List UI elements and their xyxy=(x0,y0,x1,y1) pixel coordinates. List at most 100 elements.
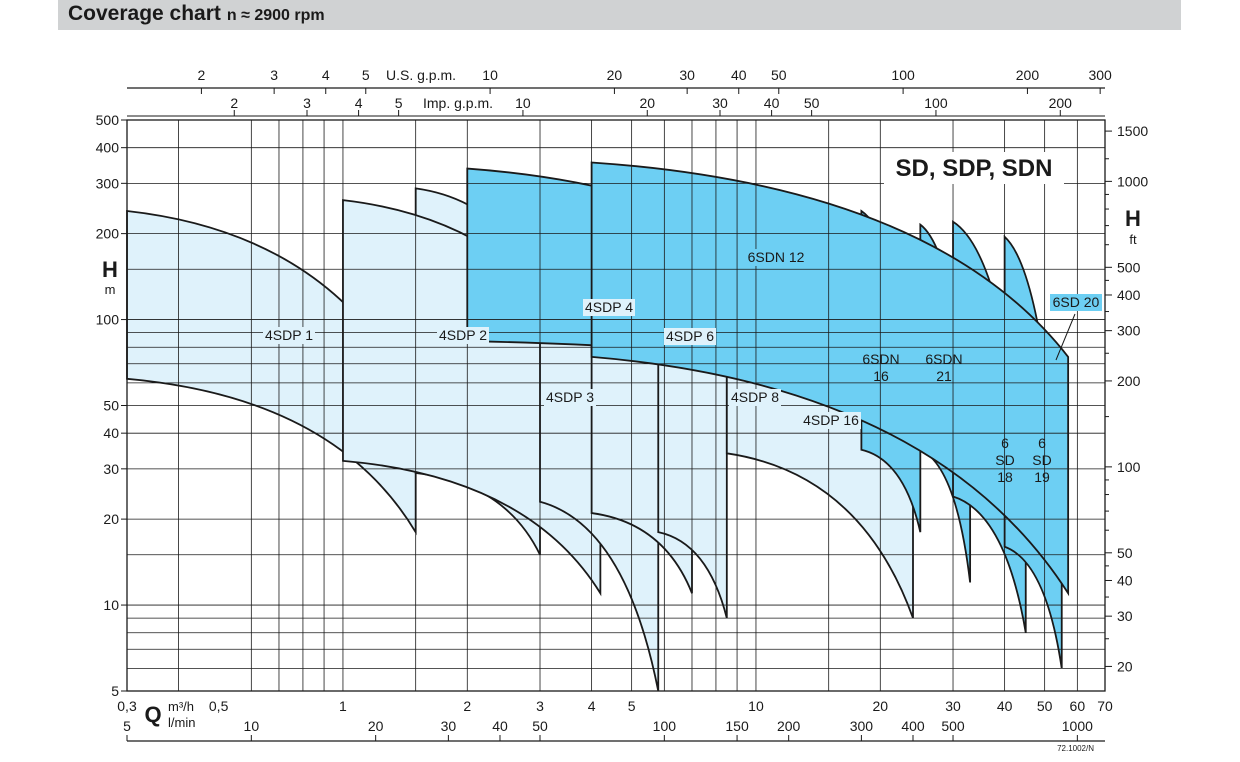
lmin-tick-label: 1000 xyxy=(1062,718,1093,734)
lmin-tick-label: 20 xyxy=(368,718,384,734)
right-tick-label: 30 xyxy=(1117,608,1133,624)
m3h-tick-label: 40 xyxy=(997,698,1013,714)
page-title: Coverage chart n ≈ 2900 rpm xyxy=(68,2,325,26)
series-label-bg xyxy=(746,249,806,266)
us-tick-label: 50 xyxy=(771,67,787,83)
imp-tick-label: 3 xyxy=(303,95,311,111)
right-tick-label: 100 xyxy=(1117,459,1141,475)
series-label-4sdp-16: 4SDP 16 xyxy=(803,412,859,428)
us-tick-label: 100 xyxy=(891,67,915,83)
right-tick-label: 50 xyxy=(1117,545,1133,561)
lmin-tick-label: 300 xyxy=(850,718,874,734)
m3h-unit: m³/h xyxy=(168,699,194,714)
series-label-bg xyxy=(263,327,315,344)
right-tick-label: 500 xyxy=(1117,259,1141,275)
imp-tick-label: 4 xyxy=(355,95,363,111)
series-label-4sdp-2: 4SDP 2 xyxy=(439,327,487,343)
left-axis-unit: m xyxy=(105,282,116,297)
series-label-bg xyxy=(801,412,861,429)
left-axis-label: H xyxy=(102,257,118,282)
imp-unit: Imp. g.p.m. xyxy=(423,95,493,111)
m3h-tick-label: 20 xyxy=(873,698,889,714)
series-label-line: 6SDN xyxy=(862,351,899,367)
m3h-tick-label: 2 xyxy=(463,698,471,714)
m3h-tick-label: 70 xyxy=(1097,698,1113,714)
left-tick-label: 5 xyxy=(111,683,119,699)
left-tick-label: 10 xyxy=(103,597,119,613)
lmin-tick-label: 10 xyxy=(244,718,260,734)
us-tick-label: 300 xyxy=(1088,67,1112,83)
us-tick-label: 20 xyxy=(607,67,623,83)
region-6sd-20 xyxy=(590,161,1070,597)
series-label-4sdp-6: 4SDP 6 xyxy=(666,328,714,344)
series-label-bg xyxy=(1050,294,1102,311)
m3h-tick-label: 0,5 xyxy=(209,698,229,714)
left-tick-label: 50 xyxy=(103,398,119,414)
series-label-line: 19 xyxy=(1034,469,1050,485)
series-label-6sdn-12: 6SDN 12 xyxy=(748,249,805,265)
series-label-line: 6 xyxy=(1038,435,1046,451)
series-label-6-sd-19: 6 SD 19 xyxy=(1032,435,1051,485)
lmin-unit: l/min xyxy=(168,715,195,730)
right-tick-label: 1500 xyxy=(1117,123,1148,139)
us-tick-label: 30 xyxy=(679,67,695,83)
lmin-tick-label: 40 xyxy=(492,718,508,734)
m3h-tick-label: 60 xyxy=(1070,698,1086,714)
imp-tick-label: 10 xyxy=(515,95,531,111)
series-label-line: 6SDN xyxy=(925,351,962,367)
right-tick-label: 400 xyxy=(1117,287,1141,303)
left-tick-label: 40 xyxy=(103,425,119,441)
label-leader-6sd20 xyxy=(1055,313,1076,361)
m3h-tick-label: 0,3 xyxy=(117,698,137,714)
series-label-4sdp-8: 4SDP 8 xyxy=(731,389,779,405)
imp-tick-label: 30 xyxy=(712,95,728,111)
imp-tick-label: 20 xyxy=(639,95,655,111)
right-tick-label: 200 xyxy=(1117,373,1141,389)
us-tick-label: 3 xyxy=(270,67,278,83)
chart-title-bg xyxy=(884,152,1064,184)
series-label-4sdp-4: 4SDP 4 xyxy=(585,299,633,315)
series-label-line: 16 xyxy=(873,368,889,384)
m3h-tick-label: 5 xyxy=(628,698,636,714)
series-labels: SD, SDP, SDN 4SDP 1 4SDP 2 4SDP 3 4SDP 4 4SDP… xyxy=(263,152,1102,753)
left-tick-label: 200 xyxy=(96,226,120,242)
imp-tick-label: 5 xyxy=(395,95,403,111)
us-tick-label: 2 xyxy=(198,67,206,83)
series-label-6sdn-21: 6SDN 21 xyxy=(925,351,962,384)
series-label-6sdn-16: 6SDN 16 xyxy=(862,351,899,384)
right-tick-label: 1000 xyxy=(1117,173,1148,189)
left-tick-label: 500 xyxy=(96,112,120,128)
series-label-bg xyxy=(583,299,635,316)
imp-tick-label: 50 xyxy=(804,95,820,111)
us-unit: U.S. g.p.m. xyxy=(386,67,456,83)
chart-axes: 51020304050100200300400500Hm203040501002… xyxy=(96,67,1148,742)
us-tick-label: 40 xyxy=(731,67,747,83)
lmin-tick-label: 30 xyxy=(441,718,457,734)
left-tick-label: 100 xyxy=(96,312,120,328)
us-tick-label: 5 xyxy=(362,67,370,83)
imp-tick-label: 2 xyxy=(230,95,238,111)
us-tick-label: 10 xyxy=(482,67,498,83)
series-label-6-sd-18: 6 SD 18 xyxy=(995,435,1014,485)
series-label-line: 21 xyxy=(936,368,952,384)
lmin-tick-label: 100 xyxy=(653,718,677,734)
q-axis-label: Q xyxy=(144,702,161,727)
series-label-line: SD xyxy=(1032,452,1051,468)
header-bar: Coverage chart n ≈ 2900 rpm xyxy=(58,0,1181,30)
series-label-6sd-20: 6SD 20 xyxy=(1053,294,1100,310)
title-text: Coverage chart xyxy=(68,2,221,25)
right-axis-unit: ft xyxy=(1129,232,1137,247)
right-axis-label: H xyxy=(1125,206,1141,231)
series-label-bg xyxy=(437,327,489,344)
m3h-tick-label: 1 xyxy=(339,698,347,714)
right-tick-label: 20 xyxy=(1117,658,1133,674)
series-label-line: 6 xyxy=(1001,435,1009,451)
lmin-tick-label: 500 xyxy=(941,718,965,734)
series-label-4sdp-3: 4SDP 3 xyxy=(546,389,594,405)
imp-tick-label: 100 xyxy=(924,95,948,111)
m3h-tick-label: 3 xyxy=(536,698,544,714)
footnote: 72.1002/N xyxy=(1057,744,1094,753)
lmin-tick-label: 50 xyxy=(532,718,548,734)
m3h-tick-label: 30 xyxy=(945,698,961,714)
